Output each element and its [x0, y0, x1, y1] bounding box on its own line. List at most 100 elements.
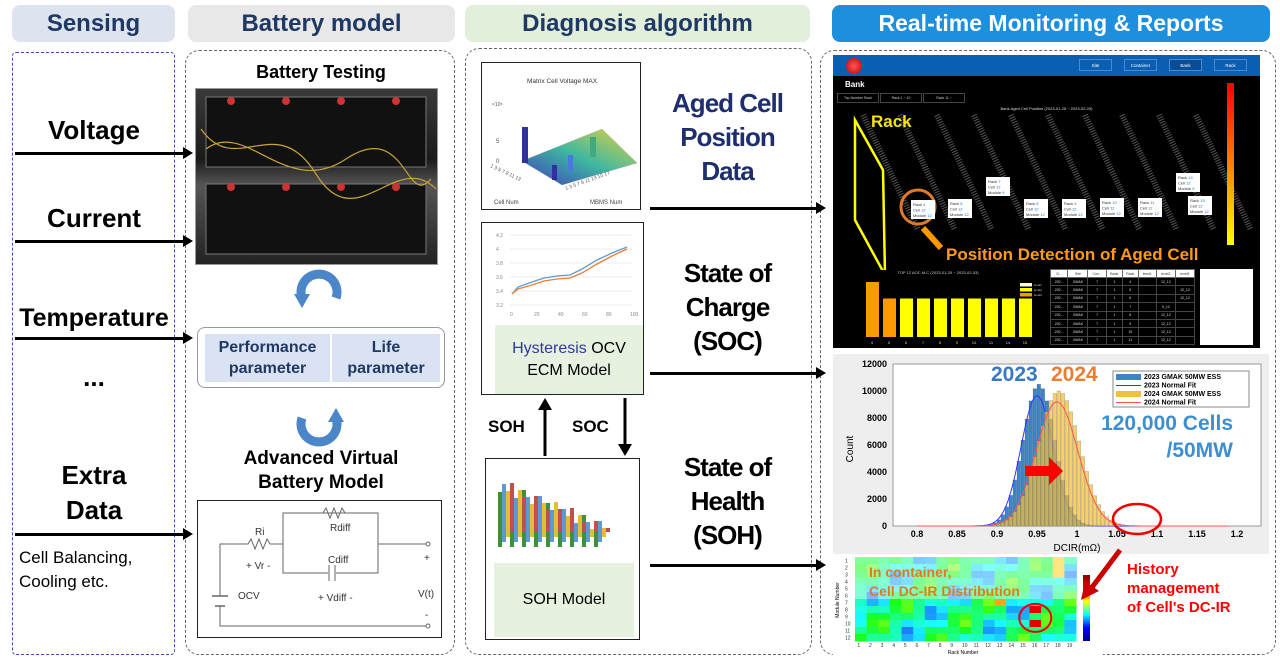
cell-callout[interactable]: [1188, 196, 1212, 215]
heatmap-cell: [959, 627, 972, 635]
cell-callout[interactable]: [911, 200, 935, 219]
soh-bar: [502, 484, 506, 542]
life-parameter: Life parameter: [332, 334, 440, 382]
table-cell: 12_12: [1174, 293, 1195, 304]
heatmap-cell: [1006, 634, 1019, 642]
aoc-bar: [968, 298, 981, 337]
heatmap-cell: [1052, 585, 1065, 593]
table-cell: 1: [1105, 276, 1123, 287]
heatmap-cell: [1052, 620, 1065, 628]
ocv-xtick: 0: [510, 312, 513, 318]
callout-cell-value: 12: [1186, 181, 1191, 186]
table-header[interactable]: Bank: [1105, 269, 1123, 278]
table-header[interactable]: Rack: [1121, 269, 1139, 278]
heatmap-xtick: 10: [962, 643, 968, 649]
heatmap-cell: [1017, 578, 1030, 586]
label: Charge: [685, 292, 771, 322]
aged-cell-table[interactable]: D... Site Con... Bank Rack level1 level2 level3…: [1050, 269, 1195, 345]
heatmap-ytick: 2: [845, 566, 848, 572]
heatmap-cell: [878, 627, 891, 635]
heatmap-cell: [971, 557, 984, 565]
cell-callout[interactable]: [1062, 199, 1086, 218]
nav-container[interactable]: Container: [1124, 59, 1157, 71]
table-row[interactable]: 202... GMAK 7 1 8 12_12: [1050, 310, 1195, 320]
label: Aged Cell: [672, 88, 784, 118]
table-cell: GMAK: [1067, 318, 1089, 329]
table-header[interactable]: Site: [1067, 269, 1089, 278]
cell-callout[interactable]: [948, 199, 972, 218]
heatmap-cell: [855, 613, 868, 621]
table-header[interactable]: level3: [1174, 269, 1195, 278]
histogram-bar: [1068, 411, 1073, 527]
aoc-xtick: 4: [871, 340, 874, 345]
heatmap-cell: [878, 571, 891, 579]
callout-cell-value: 12: [1198, 204, 1203, 209]
cell-callout[interactable]: [1176, 173, 1200, 192]
callout-line: Module 9: [988, 190, 1005, 195]
ocv-label: OCV: [238, 591, 260, 602]
heatmap-xtick: 4: [892, 643, 895, 649]
heatmap-cell: [959, 557, 972, 565]
tail-highlight-circle: [1111, 502, 1163, 536]
cell-callout[interactable]: [1100, 198, 1124, 217]
heatmap-cell: [924, 613, 937, 621]
heatmap-cell: [1006, 585, 1019, 593]
heatmap-cell: [948, 613, 961, 621]
heatmap-cell: [924, 627, 937, 635]
hist-ytick: 6000: [867, 440, 887, 450]
callout-line: Rack 15: [1190, 198, 1205, 203]
heatmap-cell: [948, 578, 961, 586]
sensing-data: Data: [65, 495, 123, 525]
aoc-bar: [985, 298, 998, 337]
heatmap-cell: [1052, 564, 1065, 572]
heatmap-cell: [1041, 564, 1054, 572]
table-header[interactable]: Con...: [1087, 269, 1107, 278]
aoc-xtick: 9: [956, 340, 959, 345]
heatmap-cell: [855, 592, 868, 600]
soh-bar: [510, 483, 514, 532]
nav-rack[interactable]: Rack: [1214, 59, 1247, 71]
table-row[interactable]: 202... GMAK 7 1 10 12_12: [1050, 327, 1195, 337]
soh-bar: [606, 528, 610, 532]
heatmap-cell: [971, 599, 984, 607]
table-row[interactable]: 202... GMAK 7 1 5 12_12: [1050, 285, 1195, 295]
table-header[interactable]: D...: [1050, 269, 1069, 278]
table-header[interactable]: level1: [1137, 269, 1157, 278]
heatmap-cell: [901, 578, 914, 586]
soh-bar: [570, 508, 574, 532]
table-row[interactable]: 202... GMAK 7 1 11 12_12: [1050, 335, 1195, 345]
table-row[interactable]: 202... GMAK 7 1 4 12_12: [1050, 276, 1195, 287]
dashboard-tab[interactable]: Rack 11 ~: [923, 93, 965, 103]
cell-callout[interactable]: [1138, 198, 1162, 217]
nav-bank[interactable]: Bank: [1169, 59, 1202, 71]
table-cell: 12_12: [1174, 285, 1195, 295]
table-row[interactable]: 202... GMAK 7 1 6 12_12: [1050, 293, 1195, 304]
dashboard-tab[interactable]: Top Number Rack: [837, 93, 879, 103]
cell-callout[interactable]: [986, 177, 1010, 196]
heatmap-cell: [1017, 599, 1030, 607]
callout-line: Module 12: [1064, 212, 1083, 217]
dashboard-tab[interactable]: Rack 1 ~ 10: [880, 93, 922, 103]
cell-callout[interactable]: [1024, 199, 1048, 218]
heatmap-cell: [1064, 585, 1077, 593]
nav-site[interactable]: Site: [1079, 59, 1112, 71]
heatmap-cell: [913, 627, 926, 635]
heatmap-cell: [924, 634, 937, 642]
heatmap-cell: [1041, 578, 1054, 586]
heatmap-cell: [1029, 627, 1042, 635]
heatmap-cell: [878, 564, 891, 572]
heatmap-cell: [1006, 578, 1019, 586]
callout-rack-value: 10: [1112, 200, 1117, 205]
heatmap-cell: [889, 627, 903, 635]
hist-xtick: 1.15: [1188, 529, 1206, 539]
table-row[interactable]: 202... GMAK 7 1 7 9_12: [1050, 302, 1195, 312]
table-header[interactable]: level2: [1155, 269, 1176, 278]
callout-line: Module 12: [1102, 211, 1121, 216]
note-line: Cell Balancing,: [19, 548, 133, 567]
table-row[interactable]: 202... GMAK 7 1 9 12_12: [1050, 318, 1195, 329]
heatmap-cell: [1006, 606, 1019, 614]
table-header-row: D... Site Con... Bank Rack level1 level2 level3: [1050, 269, 1195, 278]
label: Performance: [218, 339, 317, 356]
heatmap-cell: [1029, 585, 1042, 593]
